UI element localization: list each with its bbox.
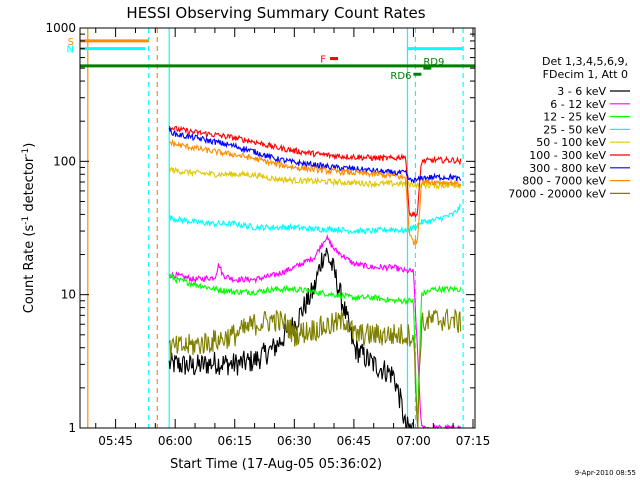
y-tick-label: 100 <box>53 154 76 168</box>
x-axis-label: Start Time (17-Aug-05 05:36:02) <box>170 457 382 472</box>
state-flag-label-n: N <box>67 45 74 56</box>
legend-header-line2: FDecim 1, Att 0 <box>543 68 628 81</box>
plot-area: SN F RD6 RD9 <box>67 28 475 430</box>
series-line-2 <box>168 273 462 417</box>
y-axis-label: Count Rate (s-1 detector-1) <box>21 143 37 314</box>
x-tick-label: 06:00 <box>158 434 193 448</box>
series-line-5 <box>168 125 462 218</box>
x-tick-label: 07:15 <box>456 434 491 448</box>
state-flag-label-rd6: RD6 <box>390 71 411 82</box>
series-line-4 <box>168 166 462 191</box>
legend-label-6: 300 - 800 keV <box>529 162 606 175</box>
y-axis-label-part2: detector <box>22 156 37 216</box>
legend-label-8: 7000 - 20000 keV <box>508 187 606 200</box>
y-axis-label-part1: Count Rate (s <box>22 225 37 314</box>
chart-title: HESSI Observing Summary Count Rates <box>126 4 425 22</box>
plot-frame <box>79 27 476 429</box>
series-line-6 <box>168 127 462 184</box>
x-tick-label: 05:45 <box>98 434 133 448</box>
axes: 1 10 100 1000 05:45 06:00 06:15 06:30 06:45 07:00… <box>45 21 490 448</box>
y-tick-label: 1000 <box>45 21 76 35</box>
y-tick-label: 1 <box>68 421 76 435</box>
legend-header-line1: Det 1,3,4,5,6,9, <box>542 55 628 68</box>
series-line-7 <box>168 138 462 246</box>
x-tick-label: 06:30 <box>277 434 312 448</box>
y-tick-label: 10 <box>61 288 76 302</box>
series-line-8 <box>168 308 462 429</box>
y-axis-label-part3: ) <box>22 143 37 148</box>
legend-label-3: 25 - 50 keV <box>543 123 606 136</box>
state-flag-label-s: S <box>68 37 74 48</box>
x-tick-label: 07:00 <box>396 434 431 448</box>
x-tick-label: 06:45 <box>337 434 372 448</box>
legend-label-2: 12 - 25 keV <box>543 111 606 124</box>
legend: Det 1,3,4,5,6,9, FDecim 1, Att 0 3 - 6 k… <box>508 55 630 200</box>
y-axis-label-sup2: -1 <box>21 148 31 157</box>
legend-label-0: 3 - 6 keV <box>557 85 606 98</box>
legend-label-4: 50 - 100 keV <box>536 136 606 149</box>
series-line-1 <box>169 233 462 430</box>
y-axis-label-sup1: -1 <box>21 216 31 225</box>
state-flag-label-rd9: RD9 <box>423 57 444 68</box>
series-line-3 <box>168 202 462 235</box>
x-tick-label: 06:15 <box>217 434 252 448</box>
legend-label-1: 6 - 12 keV <box>550 98 606 111</box>
legend-label-5: 100 - 300 keV <box>529 149 606 162</box>
legend-label-7: 800 - 7000 keV <box>522 175 606 188</box>
state-flag-label-f: F <box>320 55 326 66</box>
generation-timestamp: 9-Apr-2010 08:55 <box>575 469 636 477</box>
